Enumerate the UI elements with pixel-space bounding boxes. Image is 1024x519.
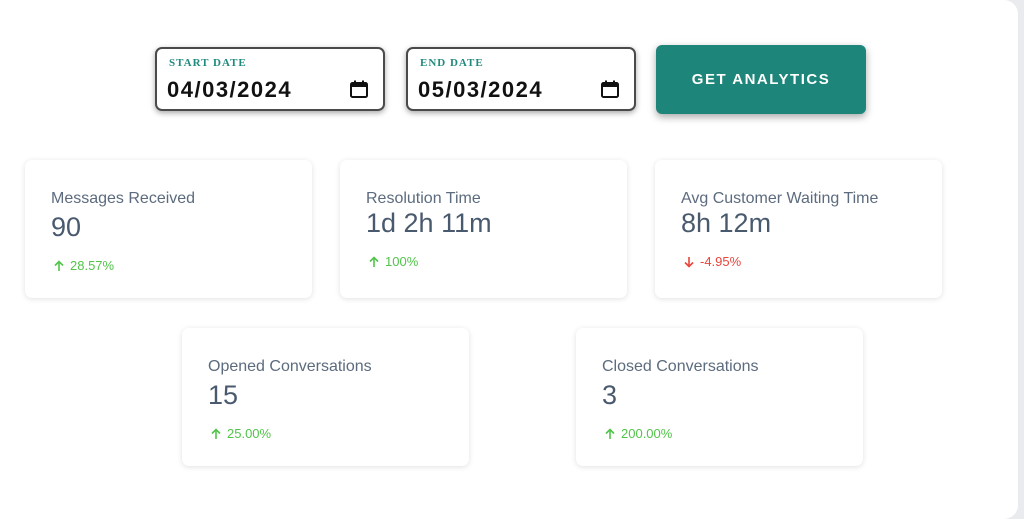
- arrow-down-icon: [684, 256, 694, 268]
- card-change-value: 28.57%: [70, 258, 115, 273]
- start-date-label: START DATE: [169, 57, 247, 69]
- card-change: -4.95%: [683, 254, 741, 269]
- arrow-up-icon: [605, 427, 615, 439]
- card-change: 28.57%: [53, 258, 114, 273]
- card-value: 90: [51, 212, 82, 242]
- get-analytics-button[interactable]: GET ANALYTICS: [656, 45, 866, 114]
- arrow-up-icon: [54, 259, 64, 271]
- card-title: Messages Received: [51, 190, 196, 207]
- end-date-value[interactable]: 05/03/2024: [418, 77, 544, 102]
- card-change-value: 100%: [385, 254, 419, 269]
- card-value: 3: [602, 380, 618, 410]
- start-date-value[interactable]: 04/03/2024: [167, 77, 293, 102]
- card-avg-waiting-time: Avg Customer Waiting Time 8h 12m -4.95%: [655, 160, 942, 298]
- arrow-up-icon: [211, 427, 221, 439]
- card-messages-received: Messages Received 90 28.57%: [25, 160, 312, 298]
- end-date-label: END DATE: [420, 57, 484, 69]
- card-change: 200.00%: [604, 426, 672, 441]
- card-closed-conversations: Closed Conversations 3 200.00%: [576, 328, 863, 466]
- card-title: Resolution Time: [366, 190, 481, 207]
- card-opened-conversations: Opened Conversations 15 25.00%: [182, 328, 469, 466]
- card-change-value: 200.00%: [621, 426, 673, 441]
- arrow-up-icon: [369, 255, 379, 267]
- card-title: Avg Customer Waiting Time: [681, 190, 879, 207]
- card-change-value: 25.00%: [227, 426, 272, 441]
- card-change-value: -4.95%: [700, 254, 742, 269]
- card-change: 100%: [368, 254, 418, 269]
- card-resolution-time: Resolution Time 1d 2h 11m 100%: [340, 160, 627, 298]
- calendar-icon[interactable]: [349, 79, 369, 99]
- card-title: Opened Conversations: [208, 358, 372, 375]
- card-value: 15: [208, 380, 239, 410]
- calendar-icon[interactable]: [600, 79, 620, 99]
- card-value: 1d 2h 11m: [366, 208, 492, 238]
- card-title: Closed Conversations: [602, 358, 759, 375]
- start-date-input[interactable]: START DATE 04/03/2024: [155, 47, 385, 111]
- card-change: 25.00%: [210, 426, 271, 441]
- card-value: 8h 12m: [681, 208, 772, 238]
- end-date-input[interactable]: END DATE 05/03/2024: [406, 47, 636, 111]
